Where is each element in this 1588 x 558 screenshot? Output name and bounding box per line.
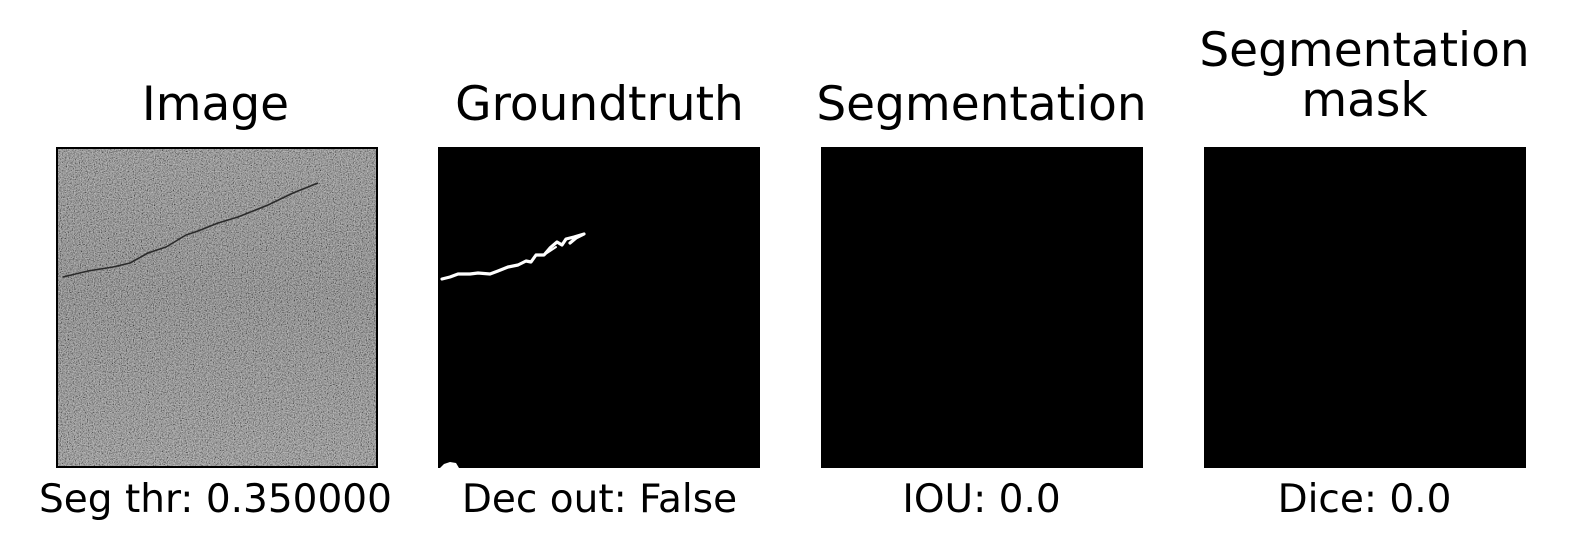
asphalt-texture	[58, 149, 376, 466]
segmentation-caption: IOU: 0.0	[902, 477, 1061, 522]
groundtruth-caption: Dec out: False	[461, 477, 738, 522]
image-title: Image	[141, 77, 290, 132]
image-panel: Image	[24, 0, 407, 558]
crack-mask	[438, 147, 760, 468]
segmentation-output	[821, 147, 1143, 468]
segmentation-mask-panel: Segmentation mask Dice: 0.0	[1173, 0, 1556, 558]
segmentation-mask-title: Segmentation mask	[1199, 23, 1530, 128]
groundtruth-panel: Groundtruth Dec out: False	[408, 0, 791, 558]
segmentation-panel: Segmentation IOU: 0.0	[790, 0, 1173, 558]
groundtruth-title: Groundtruth	[455, 77, 744, 132]
groundtruth-mask	[438, 147, 760, 468]
segmentation-mask-caption: Dice: 0.0	[1277, 477, 1452, 522]
image-caption: Seg thr: 0.350000	[39, 477, 392, 522]
input-image	[56, 147, 378, 468]
segmentation-mask-output	[1204, 147, 1526, 468]
segmentation-title: Segmentation	[816, 77, 1147, 132]
